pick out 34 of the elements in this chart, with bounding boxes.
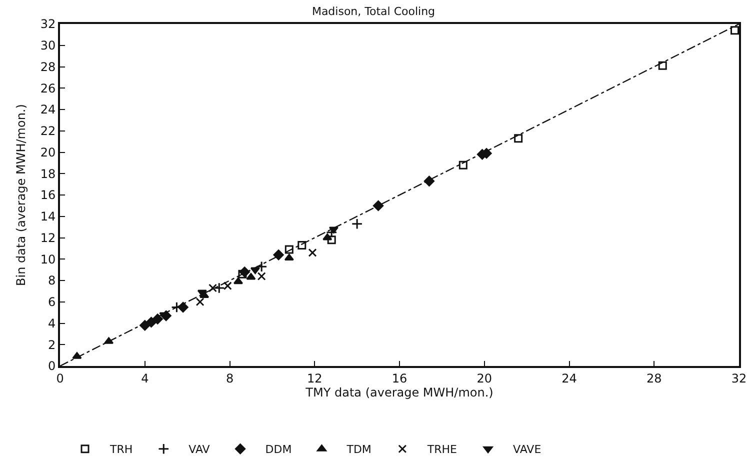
y-tick-label: 6 bbox=[48, 295, 56, 310]
legend-label: TRHE bbox=[426, 443, 458, 456]
x-tick-label: 16 bbox=[392, 371, 408, 386]
y-tick-label: 22 bbox=[40, 124, 56, 138]
y-axis-title: Bin data (average MWH/mon.) bbox=[14, 104, 28, 286]
y-tick-label: 8 bbox=[48, 274, 56, 288]
y-tick-label: 0 bbox=[48, 359, 56, 374]
y-tick-label: 2 bbox=[48, 338, 56, 352]
x-tick-label: 32 bbox=[731, 371, 747, 386]
y-tick-label: 16 bbox=[40, 188, 56, 202]
x-tick-label: 20 bbox=[476, 371, 492, 386]
x-tick-label: 24 bbox=[562, 371, 577, 386]
legend-label: VAV bbox=[188, 443, 210, 456]
x-axis-title: TMY data (average MWH/mon.) bbox=[304, 385, 494, 400]
legend-label: VAVE bbox=[513, 443, 542, 456]
y-tick-label: 10 bbox=[40, 252, 56, 266]
x-tick-label: 28 bbox=[646, 371, 662, 386]
y-tick-label: 30 bbox=[40, 38, 56, 53]
y-tick-label: 32 bbox=[40, 17, 56, 32]
y-tick-label: 14 bbox=[40, 210, 56, 224]
y-tick-label: 20 bbox=[40, 145, 56, 160]
legend-label: TRH bbox=[109, 443, 133, 456]
y-tick-label: 26 bbox=[40, 81, 56, 96]
legend-label: DDM bbox=[265, 443, 292, 456]
chart-title: Madison, Total Cooling bbox=[312, 4, 436, 18]
y-tick-label: 24 bbox=[40, 102, 56, 117]
x-tick-label: 4 bbox=[141, 371, 149, 386]
y-tick-label: 4 bbox=[48, 316, 56, 330]
x-tick-label: 12 bbox=[306, 371, 322, 386]
x-tick-label: 8 bbox=[226, 371, 234, 386]
legend-label: TDM bbox=[346, 443, 372, 456]
y-tick-label: 18 bbox=[40, 166, 56, 181]
y-tick-label: 28 bbox=[40, 60, 56, 74]
y-tick-label: 12 bbox=[40, 230, 56, 245]
